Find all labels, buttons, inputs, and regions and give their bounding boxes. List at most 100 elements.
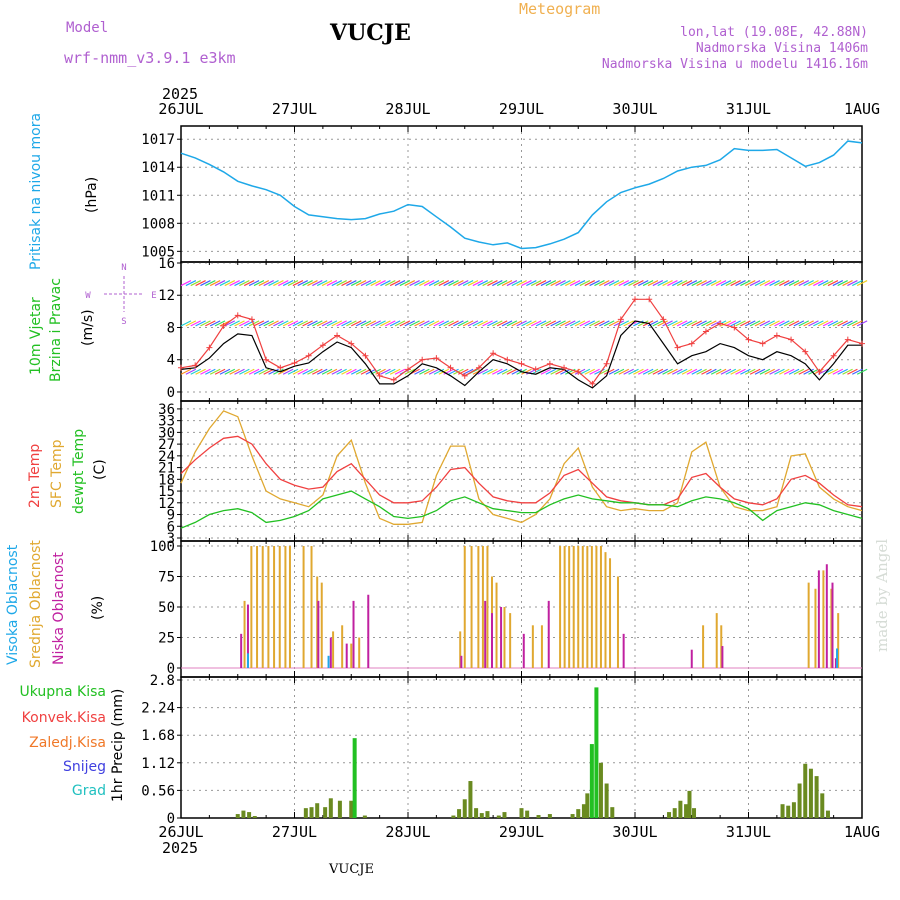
wind-barb — [827, 280, 839, 287]
wind-barb — [278, 280, 289, 287]
wind-barb — [360, 280, 372, 287]
wind-barb — [462, 320, 474, 327]
wind-barb — [827, 368, 839, 375]
wind-barb — [263, 280, 274, 287]
wind-barb — [312, 280, 323, 287]
wind-barb — [321, 280, 333, 287]
wind-gust-marker — [589, 380, 596, 387]
wind-barb — [652, 368, 664, 375]
wind-barb — [453, 280, 464, 287]
wind-barb — [457, 320, 469, 327]
wind-barb — [740, 280, 751, 287]
wind-gust-marker — [390, 376, 397, 383]
wind-barb — [769, 320, 780, 327]
wind-barb — [292, 280, 304, 287]
wind-barb — [657, 320, 668, 327]
precip-bar — [474, 808, 479, 818]
wind-barb — [467, 320, 479, 327]
wind-speed-line — [180, 320, 862, 389]
dewpt-line — [180, 490, 863, 529]
y-tick-label: 25 — [158, 631, 175, 647]
y-tick-label: 21 — [158, 461, 175, 477]
wind-barb — [190, 368, 201, 375]
precip-bar — [496, 815, 501, 818]
wind-gust-marker — [546, 360, 553, 367]
wind-gust-marker — [362, 352, 369, 359]
wind-barb — [808, 368, 819, 375]
y-tick-label: 50 — [158, 600, 175, 616]
wind-barb — [258, 320, 270, 327]
wind-barb — [243, 368, 255, 375]
wind-gust-marker — [319, 342, 326, 349]
wind-barb — [847, 320, 858, 327]
wind-barb — [370, 320, 381, 327]
wind-barb — [501, 320, 513, 327]
wind-barb — [560, 368, 571, 375]
wind-barb — [764, 320, 775, 327]
wind-barb — [380, 280, 391, 287]
x-tick-label-top: 26JUL — [158, 100, 203, 118]
wind-gust-marker — [277, 364, 284, 371]
wind-barb — [744, 368, 756, 375]
wind-barb — [618, 368, 630, 375]
wind-barb — [350, 280, 362, 287]
wind-barb — [676, 368, 688, 375]
wind-barb — [482, 280, 493, 287]
wind-barb — [589, 320, 600, 327]
wind-gust-marker — [220, 322, 227, 329]
wind-barb — [302, 320, 313, 327]
wind-barb — [326, 368, 338, 375]
wind-barb — [681, 280, 693, 287]
precip-bar — [667, 812, 672, 818]
precip-bar — [547, 814, 552, 818]
wind-barb — [414, 320, 425, 327]
precip-bar — [678, 800, 683, 818]
wind-barb — [613, 280, 625, 287]
precip-bar — [692, 808, 697, 818]
wind-barb — [482, 320, 493, 327]
wind-barb — [813, 320, 824, 327]
wind-barb — [793, 280, 805, 287]
wind-barb — [672, 368, 683, 375]
wind-barb — [633, 280, 644, 287]
y-tick-label: 1011 — [141, 188, 175, 204]
precip-bar — [786, 805, 791, 818]
wind-barb — [350, 368, 362, 375]
precip-bar — [241, 810, 246, 818]
wind-barb — [599, 280, 610, 287]
wind-barb — [715, 368, 727, 375]
precip-bar — [780, 804, 785, 818]
wind-barb — [428, 368, 440, 375]
wind-barb — [545, 280, 557, 287]
wind-barb — [224, 280, 236, 287]
wind-barb — [774, 320, 785, 327]
precip-bar — [247, 812, 252, 818]
wind-barb — [287, 280, 299, 287]
wind-barb — [735, 368, 746, 375]
wind-barb — [380, 368, 391, 375]
wind-barb — [808, 320, 819, 327]
wind-barb — [341, 280, 352, 287]
wind-barb — [375, 280, 386, 287]
wind-barb — [817, 280, 829, 287]
wind-barb — [852, 320, 863, 327]
wind-barb — [477, 280, 488, 287]
wind-gust-marker — [433, 355, 440, 362]
wind-barb — [618, 320, 630, 327]
wind-gust-marker — [646, 296, 653, 303]
wind-barb — [856, 368, 868, 375]
y-tick-label: 1.68 — [141, 728, 175, 744]
wind-barb — [637, 280, 649, 287]
wind-barb — [506, 368, 518, 375]
wind-barb — [608, 368, 620, 375]
wind-barb — [769, 368, 780, 375]
wind-barb — [355, 368, 367, 375]
wind-gust-marker — [532, 366, 539, 373]
wind-barb — [856, 320, 868, 327]
wind-barb — [180, 280, 192, 287]
wind-barb — [205, 320, 216, 327]
wind-barb — [278, 368, 289, 375]
precip-bar — [479, 813, 484, 818]
wind-barb — [759, 368, 771, 375]
